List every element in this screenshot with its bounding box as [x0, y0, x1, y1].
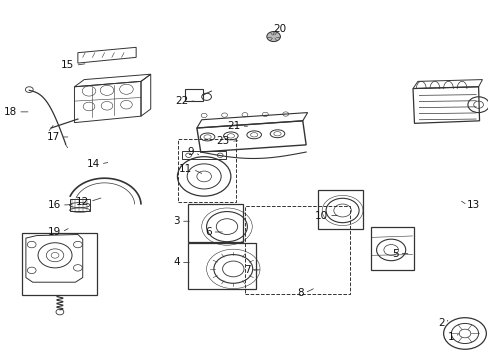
- Text: 23: 23: [216, 136, 229, 146]
- Text: 3: 3: [173, 216, 180, 226]
- Text: 9: 9: [187, 147, 194, 157]
- Text: 11: 11: [179, 164, 192, 174]
- Bar: [370, 227, 413, 270]
- Text: 14: 14: [86, 159, 100, 169]
- Text: 5: 5: [391, 248, 398, 258]
- Bar: [178, 139, 235, 202]
- Bar: [182, 151, 225, 159]
- Text: 13: 13: [466, 200, 479, 210]
- Text: 1: 1: [447, 332, 453, 342]
- Text: 10: 10: [314, 211, 327, 221]
- Text: 4: 4: [173, 257, 180, 267]
- Text: 18: 18: [4, 107, 17, 117]
- Text: 12: 12: [76, 197, 89, 207]
- Bar: [188, 243, 256, 289]
- Text: 16: 16: [47, 200, 61, 210]
- Text: 22: 22: [175, 96, 188, 106]
- Text: 7: 7: [243, 265, 250, 275]
- Bar: [318, 190, 362, 229]
- Text: 15: 15: [61, 60, 74, 70]
- Text: 20: 20: [273, 24, 286, 35]
- Bar: [245, 206, 349, 294]
- Text: 17: 17: [46, 132, 60, 142]
- Circle shape: [266, 32, 280, 41]
- Text: 2: 2: [437, 319, 444, 328]
- Bar: [184, 89, 203, 101]
- Text: 6: 6: [204, 227, 211, 237]
- Text: 19: 19: [47, 227, 61, 237]
- Text: 21: 21: [227, 121, 240, 131]
- Bar: [22, 233, 97, 296]
- Bar: [69, 199, 90, 211]
- Bar: [188, 204, 242, 242]
- Text: 8: 8: [297, 288, 303, 298]
